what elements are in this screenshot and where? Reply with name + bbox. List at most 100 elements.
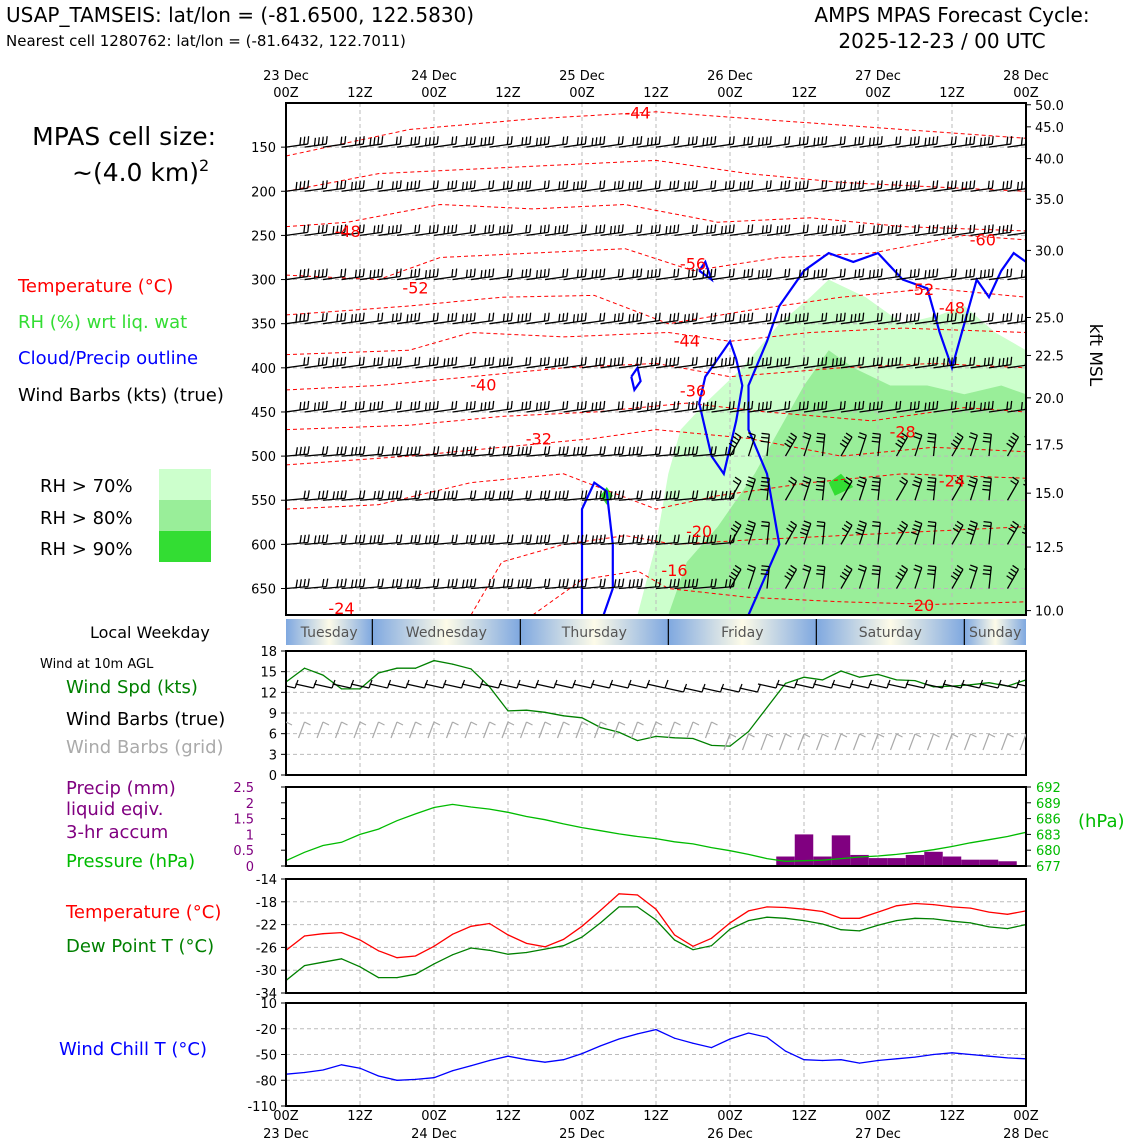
upper-wind-barb-feather bbox=[784, 180, 787, 189]
upper-wind-barb-feather bbox=[617, 534, 621, 543]
upper-wind-barb-feather bbox=[418, 578, 421, 587]
upper-wind-barb-feather bbox=[555, 94, 556, 102]
surface-wind-barb bbox=[286, 685, 296, 689]
upper-wind-barb-feather bbox=[751, 136, 754, 145]
upper-wind-barb-feather bbox=[603, 356, 606, 365]
upper-wind-barb-feather bbox=[539, 402, 542, 411]
upper-wind-barb-feather bbox=[547, 446, 551, 455]
upper-wind-barb-feather bbox=[895, 224, 898, 233]
precip-tick-label: 2 bbox=[246, 797, 254, 812]
upper-wind-barb-feather bbox=[345, 92, 346, 100]
upper-wind-barb-feather bbox=[543, 357, 546, 366]
series-point bbox=[840, 929, 842, 931]
grid-wind-barb bbox=[889, 733, 898, 751]
upper-wind-barb-feather bbox=[317, 535, 321, 544]
upper-wind-barb bbox=[1025, 411, 1026, 412]
temperature-contour-label: -24 bbox=[328, 599, 354, 618]
upper-wind-barb-feather bbox=[714, 446, 717, 455]
upper-wind-barb-feather bbox=[973, 136, 976, 145]
legend-rh70-swatch bbox=[159, 469, 211, 500]
upper-wind-barb-feather bbox=[603, 180, 606, 189]
upper-wind-barb-feather bbox=[769, 224, 772, 233]
upper-wind-barb-feather bbox=[406, 181, 409, 190]
series-point bbox=[969, 684, 972, 686]
grid-wind-barb-feather bbox=[544, 721, 552, 726]
precip-bar bbox=[868, 858, 888, 866]
upper-wind-barb-feather bbox=[862, 180, 865, 189]
top-hour-label: 12Z bbox=[939, 86, 965, 101]
upper-wind-barb-feather bbox=[451, 401, 454, 410]
upper-wind-barb-feather bbox=[1029, 136, 1030, 144]
upper-wind-barb-feather bbox=[391, 181, 394, 190]
upper-wind-barb-feather bbox=[436, 534, 440, 543]
upper-wind-barb-feather bbox=[377, 224, 380, 233]
upper-wind-barb-feather bbox=[913, 435, 921, 440]
upper-wind-barb-feather bbox=[622, 92, 623, 100]
upper-wind-barb-feather bbox=[480, 270, 483, 279]
upper-wind-barb-feather bbox=[340, 136, 343, 145]
upper-wind-barb-feather bbox=[632, 579, 635, 588]
upper-wind-barb-feather bbox=[381, 180, 384, 189]
upper-wind-barb-feather bbox=[692, 93, 693, 101]
upper-wind-barb-feather bbox=[1010, 480, 1017, 486]
surface-wind-barb bbox=[461, 683, 481, 689]
cell-size-line2: ~(4.0 km)2 bbox=[72, 156, 209, 187]
upper-wind-barb-feather bbox=[654, 446, 658, 455]
upper-wind-barb-feather bbox=[677, 490, 680, 499]
upper-wind-barb-feather bbox=[840, 93, 841, 101]
upper-wind-barb-feather bbox=[991, 312, 994, 321]
surface-wind-barb bbox=[1016, 683, 1026, 687]
legend-rh80-label: RH > 80% bbox=[40, 508, 133, 529]
pressure-tick-label: 680 bbox=[1036, 844, 1061, 859]
bottom-hour-label: 12Z bbox=[643, 1109, 669, 1124]
upper-wind-barb-feather bbox=[336, 313, 339, 322]
upper-wind-barb-feather bbox=[858, 136, 861, 145]
upper-wind-barb-feather bbox=[455, 534, 458, 543]
series-point bbox=[544, 946, 546, 948]
upper-wind-barb-feather bbox=[455, 490, 458, 499]
upper-wind-barb-feather bbox=[373, 535, 376, 544]
upper-wind-barb-feather bbox=[358, 136, 361, 145]
upper-wind-barb-feather bbox=[777, 94, 778, 102]
surface-wind-barb bbox=[387, 683, 407, 689]
upper-wind-barb-feather bbox=[636, 578, 639, 588]
temperature-contour bbox=[286, 429, 1026, 466]
upper-wind-barb-feather bbox=[785, 93, 786, 101]
upper-wind-barb-feather bbox=[381, 490, 384, 499]
upper-wind-barb-feather bbox=[979, 402, 983, 411]
height-axis-label: kft MSL bbox=[1085, 324, 1105, 387]
grid-wind-barb-feather bbox=[470, 721, 478, 726]
y-tick-label: 10 bbox=[260, 997, 277, 1012]
upper-wind-barb-feather bbox=[872, 480, 880, 483]
upper-wind-barb-feather bbox=[1023, 483, 1026, 487]
upper-wind-barb-feather bbox=[803, 432, 812, 436]
upper-wind-barb-feather bbox=[982, 488, 991, 491]
upper-wind-barb-feather bbox=[776, 226, 779, 235]
upper-wind-barb-feather bbox=[465, 269, 468, 278]
upper-wind-barb-feather bbox=[982, 484, 991, 487]
upper-wind-barb-feather bbox=[650, 490, 654, 500]
upper-wind-barb-feather bbox=[895, 357, 898, 366]
upper-wind-barb-feather bbox=[443, 358, 446, 367]
upper-wind-barb-feather bbox=[595, 402, 598, 411]
precip-label-3: 3-hr accum bbox=[66, 822, 168, 843]
series-point bbox=[1006, 913, 1009, 915]
upper-wind-barb-feather bbox=[691, 578, 695, 588]
pressure-tick-label: 200 bbox=[251, 185, 276, 200]
upper-wind-barb-feather bbox=[488, 313, 491, 322]
upper-wind-barb-feather bbox=[539, 269, 542, 278]
upper-wind-barb-feather bbox=[617, 313, 620, 322]
upper-wind-barb-feather bbox=[488, 357, 491, 366]
series-point bbox=[562, 1059, 565, 1061]
upper-wind-barb-feather bbox=[691, 180, 694, 189]
upper-wind-barb-feather bbox=[325, 400, 328, 409]
upper-wind-barb-feather bbox=[776, 358, 779, 367]
upper-wind-barb-feather bbox=[547, 180, 550, 189]
upper-wind-barb-feather bbox=[350, 181, 354, 190]
series-point bbox=[322, 674, 324, 676]
upper-wind-barb-feather bbox=[354, 535, 358, 544]
upper-wind-barb-feather bbox=[817, 137, 820, 146]
upper-wind-barb-feather bbox=[492, 312, 495, 321]
pressure-line bbox=[286, 803, 1026, 862]
upper-wind-barb-feather bbox=[465, 402, 468, 411]
